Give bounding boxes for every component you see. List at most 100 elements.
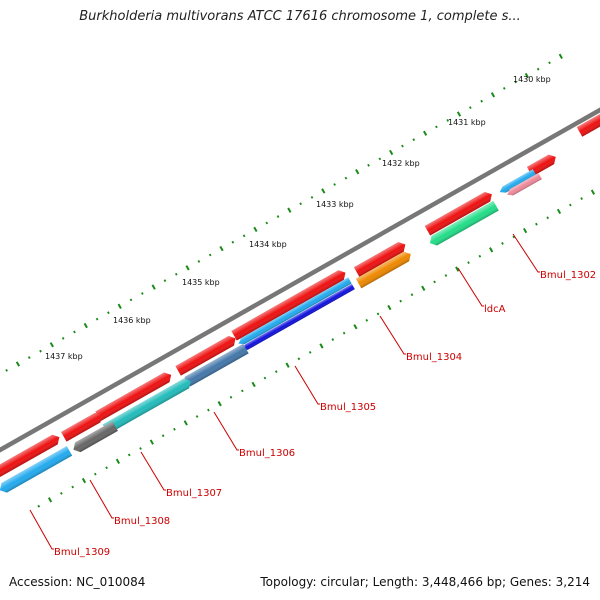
inner-tick	[251, 381, 256, 388]
gene-feature	[102, 378, 191, 435]
outer-tick	[378, 157, 382, 161]
outer-tick	[219, 245, 224, 252]
inner-tick	[149, 439, 154, 445]
outer-tick	[83, 322, 88, 329]
outer-tick	[163, 279, 167, 283]
outer-tick	[107, 311, 110, 315]
inner-tick	[455, 266, 460, 272]
inner-tick	[376, 312, 380, 316]
gene-label[interactable]: Bmul_1308	[114, 516, 170, 527]
gene-feature	[526, 154, 556, 177]
inner-tick	[444, 274, 448, 277]
outer-tick	[435, 125, 438, 129]
inner-tick	[229, 395, 233, 399]
outer-tick-marks	[5, 53, 563, 372]
outer-tick	[151, 284, 156, 290]
outer-tick	[185, 265, 190, 271]
inner-tick	[297, 357, 301, 361]
outer-tick	[174, 272, 178, 276]
inner-tick	[399, 299, 402, 303]
outer-tick	[446, 119, 450, 122]
inner-tick	[127, 453, 131, 457]
outer-tick	[422, 130, 428, 136]
outer-tick	[344, 176, 348, 180]
gene-label[interactable]: ldcA	[484, 304, 506, 315]
gene-label[interactable]: Bmul_1306	[239, 448, 295, 459]
leader-line	[89, 479, 114, 519]
inner-tick	[522, 227, 528, 234]
leader-line	[213, 411, 239, 451]
inner-tick	[81, 477, 87, 484]
gene-feature	[241, 283, 355, 350]
inner-tick	[353, 324, 358, 330]
gene-feature	[576, 100, 600, 137]
inner-tick	[71, 485, 75, 489]
inner-tick	[342, 331, 346, 335]
inner-tick	[569, 203, 572, 207]
outer-tick	[287, 207, 292, 213]
outer-tick	[276, 215, 280, 218]
outer-tick	[401, 144, 404, 148]
outer-tick	[333, 183, 336, 186]
gene-feature	[183, 343, 249, 387]
gene-feature	[0, 446, 73, 493]
summary-text: Topology: circular; Length: 3,448,466 bp…	[260, 575, 590, 589]
gene-feature	[0, 434, 60, 481]
outer-tick	[514, 80, 517, 84]
kbp-label: 1431 kbp	[448, 118, 486, 127]
outer-tick	[117, 303, 122, 309]
gene-label[interactable]: Bmul_1309	[54, 547, 110, 558]
outer-tick	[197, 260, 201, 263]
gene-label[interactable]: Bmul_1307	[166, 488, 222, 499]
inner-tick	[60, 491, 63, 495]
inner-tick	[478, 254, 482, 258]
leader-line	[457, 267, 484, 307]
inner-tick	[512, 235, 516, 239]
gene-feature	[175, 336, 236, 376]
backbone-line	[0, 107, 600, 453]
outer-tick	[141, 292, 144, 295]
gene-label[interactable]: Bmul_1304	[406, 352, 462, 363]
inner-tick	[319, 343, 324, 349]
outer-tick	[469, 106, 472, 110]
inner-tick	[274, 370, 278, 374]
gene-feature	[355, 251, 411, 289]
inner-tick	[546, 216, 550, 220]
outer-tick	[502, 86, 506, 90]
kbp-label: 1434 kbp	[249, 240, 287, 249]
kbp-label: 1430 kbp	[513, 75, 551, 84]
gene-feature	[231, 270, 346, 341]
inner-tick	[556, 208, 562, 215]
inner-tick	[207, 408, 210, 412]
gene-features	[0, 100, 600, 493]
outer-tick	[412, 138, 416, 142]
inner-tick	[139, 447, 142, 450]
gene-feature	[499, 169, 537, 193]
outer-tick	[27, 356, 31, 359]
inner-tick	[173, 427, 176, 431]
gene-label[interactable]: Bmul_1305	[320, 402, 376, 413]
kbp-label: 1433 kbp	[316, 200, 354, 209]
inner-tick	[105, 466, 108, 470]
inner-tick	[580, 197, 583, 200]
outer-tick	[321, 188, 326, 194]
outer-tick	[265, 221, 269, 225]
outer-tick	[310, 195, 314, 199]
outer-tick	[95, 317, 99, 321]
outer-tick	[558, 53, 563, 60]
inner-tick	[535, 222, 538, 226]
inner-tick	[217, 400, 222, 407]
kbp-label: 1436 kbp	[113, 316, 151, 325]
inner-tick	[421, 285, 426, 291]
inner-tick	[241, 389, 244, 393]
outer-tick	[39, 349, 42, 353]
gene-label[interactable]: Bmul_1302	[540, 270, 596, 281]
inner-tick	[331, 338, 335, 341]
gene-feature	[95, 372, 172, 422]
inner-tick	[308, 350, 312, 354]
outer-tick	[355, 169, 360, 175]
gene-labels: Bmul_1302 ldcA Bmul_1304 Bmul_1305 Bmul_1306…	[54, 270, 596, 558]
gene-feature	[238, 277, 352, 345]
gene-feature	[424, 191, 492, 236]
outer-tick	[490, 92, 496, 98]
